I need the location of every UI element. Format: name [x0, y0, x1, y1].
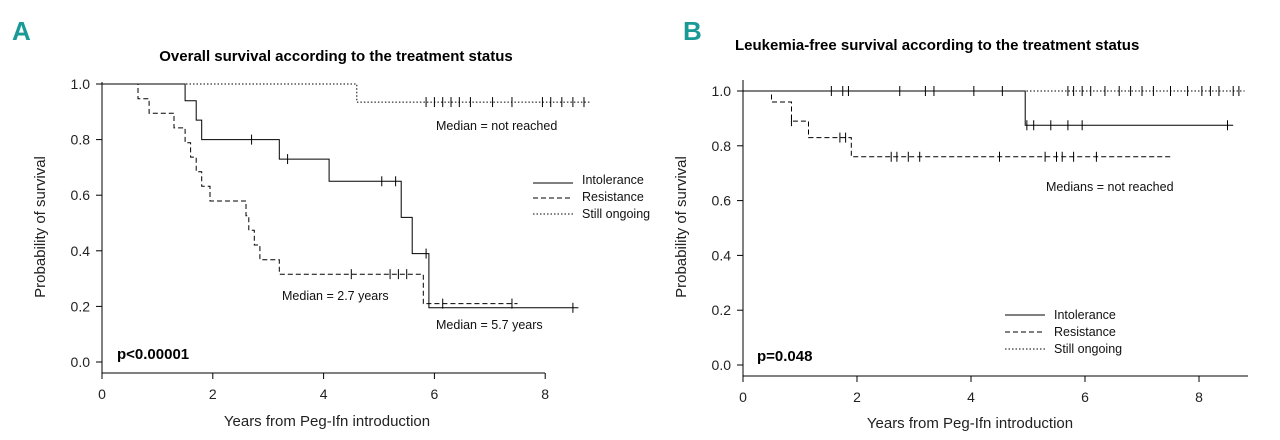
y-tick-label: 0.2	[712, 302, 732, 318]
km-curve-resistance	[743, 90, 1171, 158]
y-tick-label: 0.8	[71, 132, 91, 148]
km-curve-intolerance	[102, 83, 579, 309]
panel-a-legend-label-still-ongoing: Still ongoing	[582, 207, 650, 221]
km-curve-resistance	[102, 83, 518, 305]
panel-a-legend-label-resistance: Resistance	[582, 190, 644, 204]
panel-b-y-axis-label: Probability of survival	[673, 156, 690, 298]
panel-b-letter: B	[683, 16, 702, 46]
panel-b-legend: Intolerance Resistance Still ongoing	[1005, 308, 1122, 356]
panel-b-legend-label-still-ongoing: Still ongoing	[1054, 342, 1122, 356]
y-tick-label: 1.0	[712, 83, 732, 99]
panel-a-annotation-intolerance: Median = 5.7 years	[436, 318, 543, 332]
x-tick-label: 2	[853, 389, 861, 405]
km-curve-still-ongoing	[102, 83, 590, 103]
x-tick-label: 6	[1081, 389, 1089, 405]
panel-a-x-axis-label: Years from Peg-Ifn introduction	[224, 413, 430, 430]
panel-b-x-ticks: 0 2 4 6 8	[739, 376, 1203, 405]
panel-a-letter: A	[12, 16, 31, 46]
x-tick-label: 8	[541, 386, 549, 402]
panel-b-legend-label-intolerance: Intolerance	[1054, 308, 1116, 322]
x-tick-label: 0	[98, 386, 106, 402]
x-tick-label: 0	[739, 389, 747, 405]
x-tick-label: 4	[320, 386, 328, 402]
panel-a-x-ticks: 0 2 4 6 8	[98, 373, 549, 402]
y-tick-label: 1.0	[71, 76, 91, 92]
panel-b-x-axis-label: Years from Peg-Ifn introduction	[867, 415, 1073, 432]
panel-a-y-axis-label: Probability of survival	[32, 156, 49, 298]
x-tick-label: 4	[967, 389, 975, 405]
y-tick-label: 0.0	[712, 357, 732, 373]
x-tick-label: 2	[209, 386, 217, 402]
panel-a-legend-label-intolerance: Intolerance	[582, 173, 644, 187]
x-tick-label: 6	[431, 386, 439, 402]
panel-a-title: Overall survival according to the treatm…	[159, 48, 512, 65]
panel-b-p-value: p=0.048	[757, 348, 812, 365]
panel-a-curves	[102, 83, 590, 313]
x-tick-label: 8	[1195, 389, 1203, 405]
panel-b-annotation-medians: Medians = not reached	[1046, 180, 1174, 194]
y-tick-label: 0.6	[71, 187, 91, 203]
y-tick-label: 0.2	[71, 298, 91, 314]
panel-b-title: Leukemia-free survival according to the …	[735, 37, 1139, 54]
y-tick-label: 0.4	[71, 243, 91, 259]
panel-a: A Overall survival according to the trea…	[12, 16, 650, 430]
panel-a-y-ticks: 0.0 0.2 0.4 0.6 0.8 1.0	[71, 76, 102, 370]
panel-b-y-ticks: 0.0 0.2 0.4 0.6 0.8 1.0	[712, 83, 743, 373]
panel-a-annotation-still-ongoing: Median = not reached	[436, 119, 557, 133]
y-tick-label: 0.6	[712, 193, 732, 209]
y-tick-label: 0.4	[712, 247, 732, 263]
km-curve-intolerance	[743, 90, 1234, 126]
panel-a-annotation-resistance: Median = 2.7 years	[282, 289, 389, 303]
panel-b-curves	[743, 86, 1245, 162]
y-tick-label: 0.8	[712, 138, 732, 154]
panel-b-legend-label-resistance: Resistance	[1054, 325, 1116, 339]
panel-a-legend: Intolerance Resistance Still ongoing	[533, 173, 650, 221]
y-tick-label: 0.0	[71, 354, 91, 370]
panel-b: B Leukemia-free survival according to th…	[673, 16, 1248, 432]
panel-a-p-value: p<0.00001	[117, 346, 189, 363]
